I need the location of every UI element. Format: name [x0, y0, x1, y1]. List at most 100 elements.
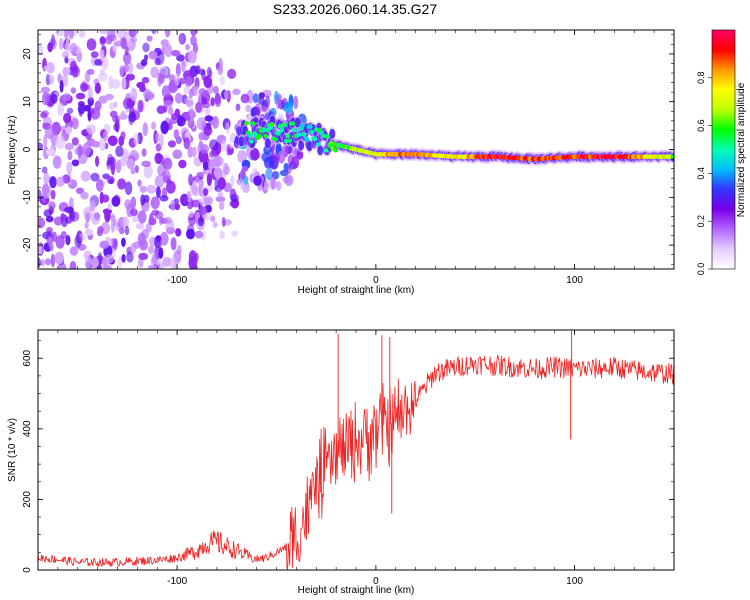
spectrogram-noise-blob — [213, 167, 223, 179]
spectrogram-y-tick-label: 20 — [22, 48, 33, 60]
spectrogram-noise-blob — [230, 175, 235, 187]
spectrogram-noise-blob — [183, 137, 190, 150]
spectrogram-noise-blob — [224, 89, 229, 100]
spectrogram-noise-blob — [69, 246, 79, 256]
spectrogram-noise-blob — [50, 189, 56, 200]
spectrogram-noise-blob — [43, 209, 53, 218]
spectrogram-noise-blob — [116, 159, 121, 166]
spectrogram-noise-blob — [38, 189, 42, 202]
spectrogram-noise-blob — [194, 252, 199, 263]
spectrogram-y-tick-label: -20 — [22, 237, 33, 252]
spectrogram-ridge-core — [307, 124, 313, 130]
spectrogram-noise-blob — [99, 240, 110, 249]
spectrogram-y-tick-label: 0 — [22, 146, 33, 152]
spectrogram-noise-blob — [195, 101, 203, 113]
spectrogram-noise-blob — [54, 251, 64, 265]
spectrogram-noise-blob — [85, 211, 91, 223]
spectrogram-noise-blob — [41, 166, 48, 174]
spectrogram-noise-blob — [118, 113, 128, 120]
spectrogram-noise-blob — [138, 257, 144, 268]
spectrogram-noise-blob — [56, 176, 65, 187]
spectrogram-noise-blob — [128, 30, 137, 38]
spectrogram-noise-blob — [40, 86, 51, 94]
spectrogram-ridge-band — [298, 140, 305, 151]
spectrogram-noise-blob — [201, 101, 211, 109]
colorbar-tick-label: 0.6 — [696, 119, 706, 132]
spectrogram-noise-blob — [77, 103, 86, 115]
spectrogram-noise-blob — [199, 144, 210, 154]
spectrogram-noise-blob — [217, 191, 224, 198]
snr-x-ticks: -100 0 100 — [37, 330, 675, 587]
snr-x-tick-label: -100 — [167, 576, 187, 587]
spectrogram-ridge-core — [263, 133, 269, 138]
spectrogram-noise-blob — [140, 194, 146, 206]
spectrogram-noise-blob — [95, 155, 100, 167]
spectrogram-noise-blob — [137, 210, 147, 224]
spectrogram-noise-blob — [89, 200, 96, 212]
spectrogram-noise-blob — [226, 144, 231, 156]
spectrogram-noise-blob — [203, 197, 211, 206]
spectrogram-noise-blob — [118, 157, 127, 167]
snr-panel: -100 0 100 0 200 400 600 Height of straight l… — [7, 329, 675, 596]
spectrogram-noise-blob — [272, 154, 280, 163]
spectrogram-noise-blob — [270, 176, 276, 190]
spectrogram-ridge-core — [309, 129, 315, 135]
spectrogram-noise-blob — [45, 215, 54, 223]
spectrogram-noise-blob — [215, 196, 226, 203]
spectrogram-noise-blob — [175, 228, 182, 237]
spectrogram-noise-blob — [135, 223, 145, 230]
colorbar-label: Normalized spectral amplitude — [736, 82, 747, 217]
spectrogram-noise-blob — [43, 65, 50, 72]
spectrogram-noise-blob — [151, 209, 160, 216]
spectrogram-noise-blob — [109, 110, 118, 118]
spectrogram-noise-blob — [127, 61, 134, 75]
spectrogram-noise-blob — [159, 195, 169, 202]
spectrogram-noise-blob — [240, 169, 246, 180]
spectrogram-noise-blob — [227, 68, 237, 79]
spectrogram-noise-blob — [198, 68, 206, 76]
spectrogram-noise-blob — [69, 43, 78, 55]
spectrogram-noise-blob — [55, 135, 66, 150]
spectrogram-noise-blob — [170, 50, 181, 57]
spectrogram-ridge-core — [299, 123, 305, 129]
spectrogram-noise-blob — [178, 159, 187, 169]
spectrogram-noise-blob — [60, 213, 66, 222]
chart-title: S233.2026.060.14.35.G27 — [273, 1, 437, 17]
spectrogram-noise-blob — [86, 124, 97, 135]
spectrogram-noise-blob — [40, 259, 45, 267]
spectrogram-ridge-core — [296, 132, 302, 137]
spectrogram-noise-blob — [113, 122, 119, 132]
spectrogram-noise-blob — [119, 64, 124, 78]
spectrogram-noise-blob — [129, 243, 137, 254]
spectrogram-noise-blob — [194, 230, 204, 239]
colorbar-gradient — [712, 30, 735, 269]
spectrogram-noise-blob — [71, 159, 80, 167]
spectrogram-noise-blob — [205, 106, 211, 119]
spectrogram-noise-blob — [38, 244, 43, 257]
snr-y-label: SNR (10 * v/v) — [7, 418, 18, 482]
spectrogram-noise-blob — [219, 230, 225, 239]
spectrogram-noise-blob — [51, 93, 58, 104]
spectrogram-noise-blob — [185, 100, 194, 108]
spectrogram-noise-blob — [48, 201, 56, 210]
spectrogram-noise-blob — [254, 103, 261, 117]
spectrogram-noise-blob — [130, 87, 138, 102]
spectrogram-noise-blob — [174, 73, 181, 86]
spectrogram-noise-blob — [173, 198, 179, 205]
colorbar: 0.0 0.2 0.4 0.6 0.8 Normalized spectral ampl… — [696, 29, 747, 275]
spectrogram-ridge-band — [329, 128, 336, 139]
spectrogram-noise-blob — [68, 30, 75, 40]
spectrogram-noise-blob — [235, 103, 241, 112]
spectrogram-noise-blob — [106, 175, 115, 185]
spectrogram-ridge-core — [269, 122, 275, 127]
spectrogram-noise-blob — [86, 68, 95, 75]
spectrogram-noise-blob — [194, 176, 200, 184]
spectrogram-noise-blob — [176, 54, 185, 62]
spectrogram-noise-blob — [71, 137, 79, 146]
spectrogram-noise-blob — [221, 216, 226, 228]
snr-x-label: Height of straight line (km) — [298, 585, 415, 596]
spectrogram-noise-blob — [284, 174, 294, 187]
spectrogram-noise-blob — [225, 122, 230, 134]
spectrogram-noise-blob — [45, 73, 51, 86]
spectrogram-noise-blob — [162, 157, 173, 170]
